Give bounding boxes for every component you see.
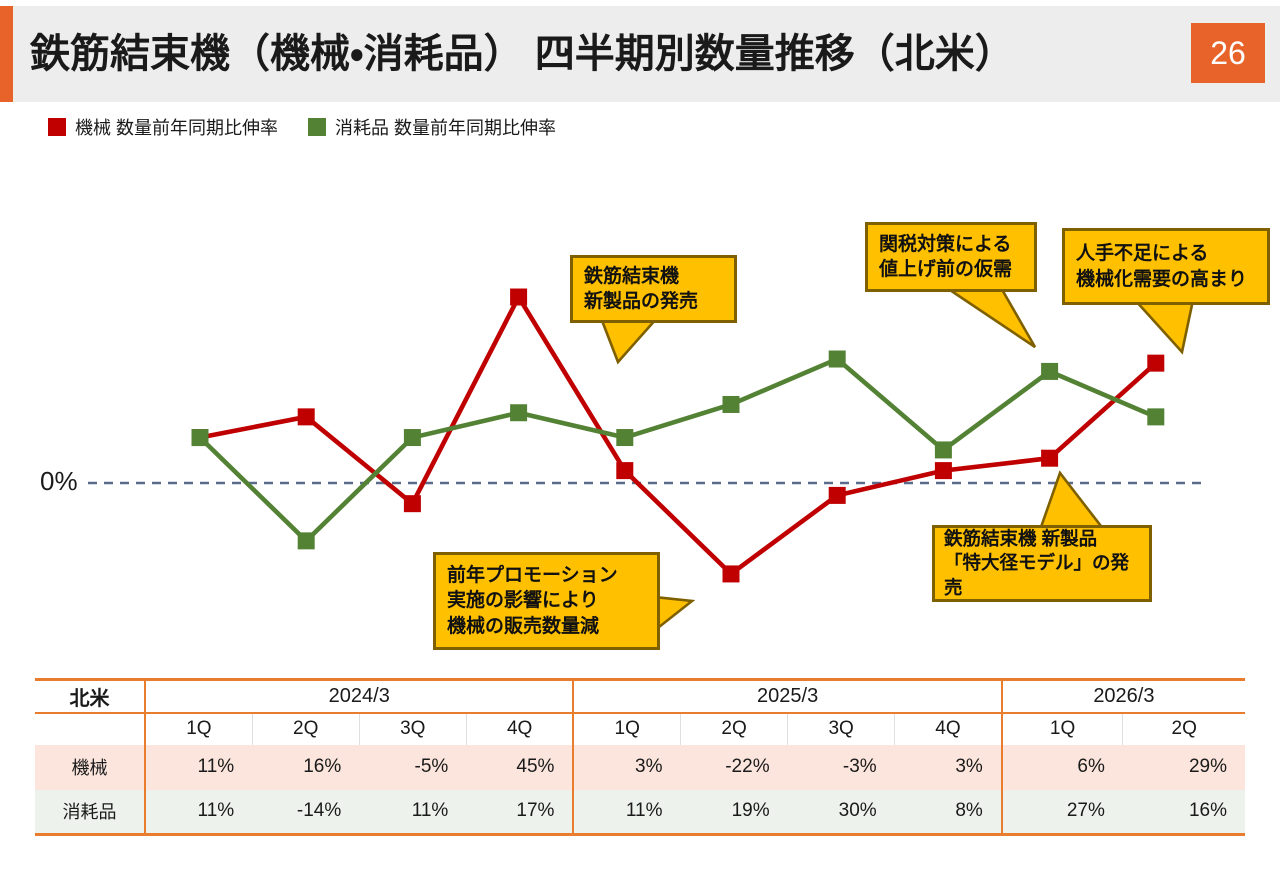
table-year-row: 北米 2024/3 2025/3 2026/3 [35, 679, 1245, 714]
consumables-data-point [297, 532, 315, 550]
consumables-data-point [934, 441, 952, 459]
table-quarter-header: 3Q [787, 712, 895, 745]
consumables-data-point [828, 350, 846, 368]
table-quarter-header: 2Q [680, 712, 788, 745]
legend-label: 機械 数量前年同期比伸率 [75, 118, 278, 138]
data-table: 北米 2024/3 2025/3 2026/3 1Q 2Q 3Q 4Q 1Q 2… [35, 678, 1245, 836]
table-cell: 45% [466, 744, 574, 790]
table-cell: 30% [787, 789, 895, 835]
table-cell: -14% [252, 789, 360, 835]
consumables-data-point [191, 429, 209, 447]
table-cell: 11% [572, 789, 681, 835]
legend-label: 消耗品 数量前年同期比伸率 [335, 118, 556, 138]
table-cell: 11% [144, 744, 253, 790]
table-quarter-header: 4Q [894, 712, 1002, 745]
table-quarter-header: 1Q [144, 712, 253, 745]
table-blank-cell [35, 713, 145, 745]
callout-xl-model-launch: 鉄筋結束機 新製品 「特大径モデル」の発売 [932, 525, 1152, 602]
consumables-series-line [198, 356, 1157, 545]
table-cell: 16% [1122, 789, 1245, 835]
consumables-data-point [510, 404, 528, 422]
legend-item-consumables: 消耗品 数量前年同期比伸率 [308, 114, 556, 140]
table-quarter-header: 2Q [1122, 712, 1245, 745]
consumables-legend-swatch-icon [308, 118, 326, 136]
machines-data-point [1041, 449, 1059, 467]
consumables-data-point [616, 429, 634, 447]
machines-data-point [510, 288, 528, 306]
table-cell: 3% [894, 744, 1002, 790]
table-row-label: 消耗品 [35, 789, 146, 835]
consumables-data-point [403, 429, 421, 447]
page-number-badge: 26 [1191, 23, 1265, 83]
table-year-header: 2024/3 [144, 679, 574, 714]
header-accent-bar [0, 6, 13, 102]
table-cell: 11% [144, 789, 253, 835]
table-row-label: 機械 [35, 744, 146, 790]
machines-data-point [722, 565, 740, 583]
callout-tariff-demand: 関税対策による 値上げ前の仮需 [865, 222, 1037, 292]
machines-data-point [403, 495, 421, 513]
table-cell: -22% [680, 744, 788, 790]
table-quarter-header: 3Q [358, 712, 467, 745]
chart-legend: 機械 数量前年同期比伸率 消耗品 数量前年同期比伸率 [48, 114, 556, 140]
table-cell: 11% [359, 789, 467, 835]
table-region-label: 北米 [35, 679, 146, 714]
callout-tail [1038, 470, 1107, 532]
machines-data-point [297, 408, 315, 426]
callout-new-product-launch: 鉄筋結束機 新製品の発売 [570, 255, 737, 323]
table-quarter-header: 4Q [465, 712, 574, 745]
callout-promotion-impact: 前年プロモーション 実施の影響により 機械の販売数量減 [433, 552, 660, 650]
machines-data-point [191, 429, 209, 447]
table-quarter-header: 1Q [1000, 712, 1123, 745]
table-row-machines: 機械 11% 16% -5% 45% 3% -22% -3% 3% 6% 29% [35, 744, 1245, 790]
machines-data-point [828, 486, 846, 504]
table-cell: 8% [894, 789, 1002, 835]
table-cell: -5% [359, 744, 467, 790]
machines-data-point [1147, 354, 1165, 372]
consumables-data-point [1147, 408, 1165, 426]
callout-tail [1132, 298, 1195, 355]
table-cell: 17% [466, 789, 574, 835]
machines-data-point [616, 462, 634, 480]
table-cell: 27% [1000, 789, 1123, 835]
consumables-series [191, 350, 1165, 550]
table-cell: -3% [787, 744, 895, 790]
table-cell: 29% [1122, 744, 1245, 790]
page-title: 鉄筋結束機（機械・消耗品） 四半期別数量推移（北米） [30, 32, 1015, 76]
table-row-consumables: 消耗品 11% -14% 11% 17% 11% 19% 30% 8% 27% … [35, 789, 1245, 835]
callout-tail [599, 316, 660, 365]
table-cell: 3% [572, 744, 681, 790]
callout-tail [939, 284, 1037, 349]
consumables-data-point [722, 395, 740, 413]
callout-labor-shortage: 人手不足による 機械化需要の高まり [1062, 228, 1270, 305]
slide-header: 鉄筋結束機（機械・消耗品） 四半期別数量推移（北米） 26 [0, 6, 1280, 102]
table-quarter-header: 1Q [572, 712, 681, 745]
legend-item-machines: 機械 数量前年同期比伸率 [48, 114, 278, 140]
table-year-header: 2026/3 [1000, 679, 1245, 714]
zero-axis-label: 0% [40, 466, 78, 496]
machines-data-point [934, 462, 952, 480]
machines-legend-swatch-icon [48, 118, 66, 136]
table-quarter-row: 1Q 2Q 3Q 4Q 1Q 2Q 3Q 4Q 1Q 2Q [35, 712, 1245, 745]
table-cell: 16% [252, 744, 360, 790]
table-year-header: 2025/3 [572, 679, 1002, 714]
table-quarter-header: 2Q [251, 712, 360, 745]
table-cell: 6% [1000, 744, 1123, 790]
consumables-data-point [1041, 362, 1059, 380]
table-cell: 19% [680, 789, 788, 835]
